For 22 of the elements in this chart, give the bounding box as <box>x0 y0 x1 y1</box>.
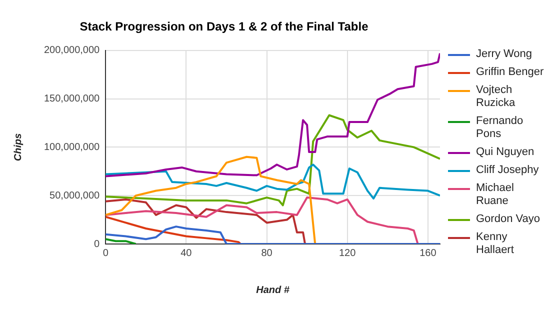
legend-label: Jerry Wong <box>476 48 532 61</box>
x-tick-label: 40 <box>180 248 192 259</box>
y-tick-label: 100,000,000 <box>44 142 100 153</box>
x-tick-label: 160 <box>420 248 437 259</box>
x-tick-label: 80 <box>261 248 273 259</box>
legend-label: Michael Ruane <box>476 182 515 208</box>
y-tick-label: 50,000,000 <box>50 190 100 202</box>
y-tick-label: 200,000,000 <box>44 45 100 56</box>
y-axis-title: Chips <box>12 132 24 162</box>
legend-label: Griffin Benger <box>476 66 544 79</box>
legend-label: Cliff Josephy <box>476 164 539 177</box>
y-tick-label: 150,000,000 <box>44 94 100 105</box>
legend-label: Gordon Vayo <box>476 213 540 226</box>
chart-title: Stack Progression on Days 1 & 2 of the Final Table <box>80 20 369 34</box>
x-tick-label: 120 <box>338 248 356 259</box>
legend-label: Vojtech Ruzicka <box>476 84 516 110</box>
x-tick-label: 0 <box>102 248 109 259</box>
x-axis-title: Hand # <box>256 284 290 296</box>
y-tick-label: 0 <box>94 238 100 250</box>
legend-label: Fernando Pons <box>476 115 524 141</box>
legend-label: Qui Nguyen <box>476 146 534 159</box>
legend-label: Kenny Hallaert <box>476 231 515 257</box>
